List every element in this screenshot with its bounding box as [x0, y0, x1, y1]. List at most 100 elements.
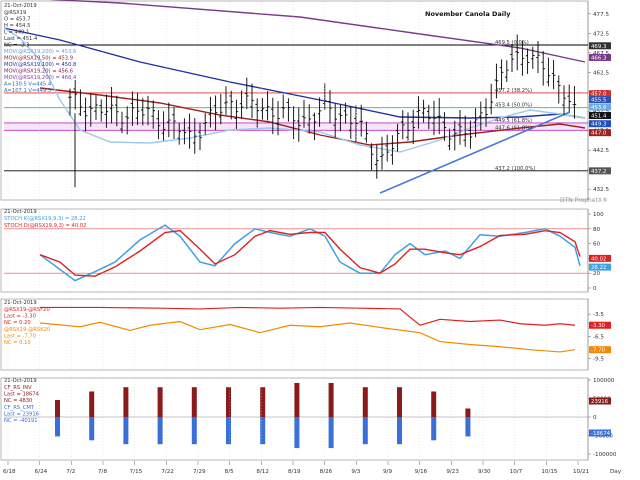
- ohlc-stat: O = 453.7: [4, 17, 31, 23]
- cmt-bar: [260, 417, 266, 445]
- price-tag: [589, 254, 611, 262]
- symbol-label: @RSX19: [4, 10, 26, 16]
- inv-bar: [362, 387, 368, 417]
- cmt-bar: [397, 417, 402, 445]
- cmt-bar: [157, 417, 163, 445]
- x-tick-label: 9/9: [383, 469, 392, 475]
- legend-stat: Last = -3.30: [4, 314, 36, 320]
- price-tag-label: 457.0: [591, 92, 607, 98]
- price-tag: [589, 263, 611, 271]
- x-tick-label: 8/26: [320, 469, 333, 475]
- ma-100-line: [3, 27, 586, 119]
- x-tick-label: 9/23: [446, 469, 459, 475]
- inv-bar: [431, 391, 437, 417]
- x-tick-label: 8/12: [256, 469, 269, 475]
- price-tag-label: 469.3: [591, 44, 606, 50]
- legend-entry: STOCH K(@RSX19,9,3) = 28.22: [4, 216, 86, 222]
- price-tag-label: 466.3: [591, 55, 606, 61]
- y-tick-label: 20: [593, 271, 601, 277]
- legend-stat: Last = -7.70: [4, 334, 36, 340]
- trend-line: [379, 111, 571, 194]
- ohlc-stat: L = 449.1: [4, 30, 29, 36]
- date-stamp: 21-Oct-2019: [4, 300, 37, 306]
- price-tag-label: 437.2: [591, 169, 606, 175]
- price-tag-label: -18674: [591, 431, 611, 437]
- legend-entry: MOV(@RSX19,100) = 450.8: [4, 62, 76, 68]
- legend-entry: MOV(@RSX19,20) = 456.6: [4, 69, 73, 75]
- y-tick-label: 472.5: [593, 31, 609, 37]
- stoch-k-line: [39, 224, 581, 282]
- y-tick-label: 467.5: [593, 51, 609, 57]
- inv-bar: [157, 387, 163, 417]
- ma-20-line: [3, 27, 586, 153]
- fib-annotation: 449.5 (61.8%): [495, 118, 532, 124]
- legend-entry: @RSX19-@RSK20: [4, 327, 50, 333]
- legend-stat: NC = 0.10: [4, 340, 31, 346]
- cmt-bar: [465, 417, 471, 437]
- stoch-d-line: [39, 229, 581, 277]
- price-tag-label: 449.3: [591, 122, 606, 128]
- x-tick-label: 8/5: [225, 469, 234, 475]
- inv-bar: [260, 387, 266, 417]
- price-tag: [589, 96, 611, 104]
- inv-bar: [191, 387, 197, 417]
- x-tick-label: 6/24: [35, 469, 48, 475]
- cmt-bar: [55, 417, 60, 437]
- inv-bar: [397, 387, 402, 417]
- y-tick-label: 80: [593, 227, 601, 233]
- price-tag: [589, 90, 611, 98]
- legend-entry: STOCH D(@RSX19,9,3) = 40.02: [4, 223, 86, 229]
- fib-annotation: 447.6 (61.8%): [495, 125, 532, 131]
- x-tick-label: 10/7: [510, 469, 523, 475]
- date-stamp: 21-Oct-2019: [4, 3, 37, 9]
- watermark: DTN ProphetX®: [560, 197, 608, 204]
- legend-entry: A=107.1 V=449.3: [4, 88, 51, 94]
- legend-entry: MOV(@RSX19,200) = 453.6: [4, 49, 76, 55]
- legend-stat: Last = 18674: [4, 392, 40, 398]
- fib-annotation: 437.2 (100.0%): [495, 166, 535, 172]
- legend-entry: MOV(@RSX19,200) = 466.4: [4, 75, 77, 81]
- price-tag-label: 455.5: [591, 98, 606, 104]
- y-tick-label: 442.5: [593, 148, 609, 154]
- price-tag: [589, 129, 611, 137]
- y-tick-label: 60: [593, 242, 601, 248]
- cmt-bar: [123, 417, 129, 445]
- spread-orange-line: [39, 320, 576, 353]
- spread-red-line: [40, 306, 576, 326]
- inv-bar: [226, 387, 231, 417]
- cmt-bar: [226, 417, 231, 445]
- ohlc-stat: NC = -2.3: [4, 43, 29, 49]
- y-tick-label: 0: [593, 286, 597, 292]
- x-tick-label: 7/2: [66, 469, 75, 475]
- price-tag: [589, 112, 611, 120]
- x-tick-label: 10/15: [541, 469, 558, 475]
- price-tag-label: -7.70: [591, 348, 606, 354]
- y-tick-label: 0: [593, 415, 597, 421]
- x-tick-label: 6/18: [3, 469, 16, 475]
- price-tag-label: 40.02: [591, 256, 606, 262]
- period-label: Day: [610, 469, 622, 475]
- price-tag: [589, 103, 611, 111]
- ohlc-stat: H = 454.5: [4, 23, 30, 29]
- fib-annotation: 453.4 (50.0%): [495, 103, 532, 109]
- cmt-bar: [191, 417, 197, 445]
- y-tick-label: 100: [593, 212, 604, 218]
- inv-bar: [123, 387, 129, 417]
- x-tick-label: 7/15: [130, 469, 143, 475]
- price-tag: [589, 397, 611, 405]
- x-tick-label: 9/3: [351, 469, 360, 475]
- legend-entry: CF_RS_INV: [4, 385, 32, 391]
- fib-annotation: 457.2 (38.2%): [495, 88, 532, 94]
- panel-frame: [0, 208, 589, 293]
- price-tag: [589, 53, 611, 61]
- inv-bar: [55, 399, 60, 417]
- cmt-bar: [294, 417, 300, 449]
- price-tag: [589, 167, 611, 175]
- price-tag: [589, 120, 611, 128]
- cmt-bar: [431, 417, 437, 441]
- inv-bar: [465, 408, 471, 417]
- x-tick-label: 7/8: [98, 469, 107, 475]
- price-tag-label: 28.22: [591, 265, 606, 271]
- inv-bar: [328, 382, 334, 417]
- x-tick-label: 9/30: [478, 469, 491, 475]
